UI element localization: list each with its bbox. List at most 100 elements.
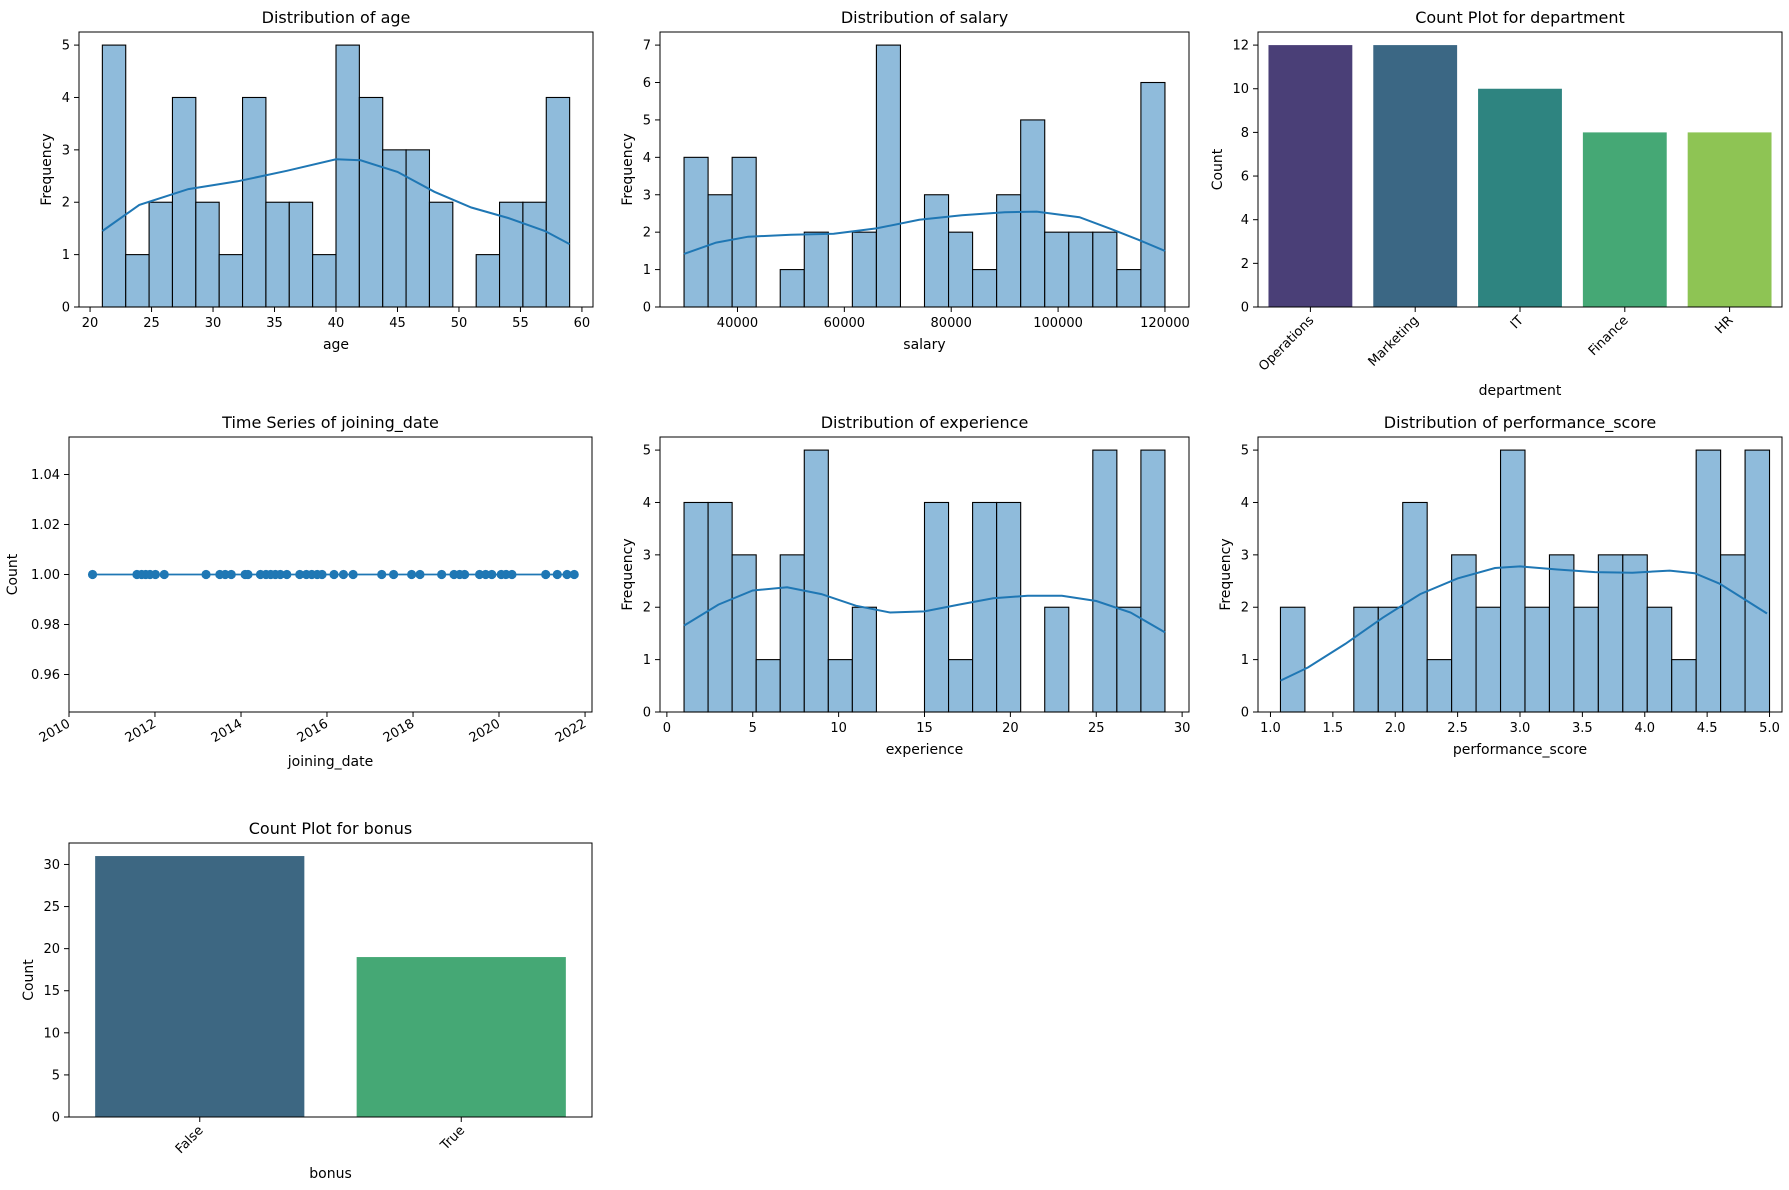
x-tick-label: 25 — [143, 316, 160, 331]
histogram-bars — [683, 449, 1166, 713]
y-tick-label: 1.02 — [31, 518, 60, 533]
y-ticks: 0 5 10 15 20 25 30 — [43, 858, 69, 1126]
x-tick-label: 2020 — [467, 716, 503, 746]
x-tick-label: False — [173, 1123, 207, 1157]
histogram-bar — [101, 44, 127, 308]
y-tick-label: 0 — [52, 1111, 60, 1126]
histogram-bar — [707, 501, 733, 713]
count-bars — [95, 856, 566, 1117]
histogram-bar — [1499, 449, 1526, 713]
chart-title: Count Plot for bonus — [249, 819, 413, 838]
histogram-bar — [382, 149, 407, 308]
plot-frame — [659, 31, 1190, 308]
data-point — [282, 569, 292, 580]
x-tick-label: 60 — [574, 316, 591, 331]
chart-bonus: 0 5 10 15 20 25 30 False True Count Plot for bonu… — [21, 819, 593, 1182]
x-tick-label: 100000 — [1033, 316, 1083, 331]
histogram-bar — [731, 156, 757, 308]
x-tick-label: 10 — [830, 721, 847, 736]
histogram-bar — [1548, 554, 1575, 713]
chart-title: Distribution of salary — [841, 8, 1008, 27]
histogram-bar — [1426, 659, 1453, 713]
y-ticks: 0 2 4 6 8 10 12 — [1232, 39, 1258, 316]
y-ticks: 0 1 2 3 4 5 — [62, 39, 79, 316]
chart-joining_date: 0.96 0.98 1.00 1.02 1.04 2010 2012 2014 2016 2018… — [5, 413, 593, 770]
y-tick-label: 5 — [1241, 444, 1249, 459]
y-axis-label: Frequency — [1218, 538, 1234, 610]
data-point — [201, 569, 211, 580]
y-tick-label: 0 — [1241, 706, 1249, 721]
x-tick-label: 3.0 — [1510, 721, 1531, 736]
y-tick-label: 20 — [43, 942, 60, 957]
y-axis-label: Count — [21, 959, 37, 1001]
y-tick-label: 0 — [62, 301, 70, 316]
y-tick-label: 0.96 — [31, 668, 60, 683]
data-point — [317, 569, 327, 580]
y-tick-label: 25 — [43, 900, 60, 915]
histogram-bar — [923, 194, 950, 308]
x-axis-label: age — [323, 337, 349, 353]
y-tick-label: 10 — [43, 1026, 60, 1041]
y-tick-label: 0 — [643, 706, 651, 721]
chart-title: Distribution of experience — [821, 413, 1029, 432]
y-tick-label: 4 — [1241, 213, 1249, 228]
data-point — [407, 569, 417, 580]
data-point — [437, 569, 447, 580]
histogram-bar — [1597, 554, 1624, 713]
chart-title: Time Series of joining_date — [221, 413, 439, 433]
series-points — [87, 569, 579, 580]
histogram-bar — [1092, 231, 1118, 308]
chart-title: Distribution of age — [262, 8, 411, 27]
histogram-bar — [1451, 554, 1477, 713]
x-tick-label: 0 — [663, 721, 671, 736]
y-tick-label: 15 — [43, 984, 60, 999]
histogram-bar — [171, 96, 197, 308]
data-point — [415, 569, 425, 580]
kde-curve — [101, 158, 571, 245]
histogram-bar — [779, 269, 805, 308]
histogram-bar — [683, 156, 709, 308]
x-axis-label: salary — [903, 337, 945, 353]
x-ticks: 20 25 30 35 40 45 50 55 60 — [82, 307, 590, 331]
y-tick-label: 3 — [643, 188, 651, 203]
y-tick-label: 3 — [1241, 548, 1249, 563]
histogram-bar — [498, 201, 524, 308]
data-point — [507, 569, 517, 580]
bar-it — [1478, 88, 1562, 307]
y-ticks: 0.96 0.98 1.00 1.02 1.04 — [31, 468, 69, 683]
histogram-bar — [1573, 606, 1599, 713]
histogram-bar — [522, 201, 547, 308]
histogram-bar — [1020, 119, 1046, 308]
histogram-bar — [265, 201, 290, 308]
x-tick-label: HR — [1713, 313, 1737, 337]
data-point — [487, 569, 497, 580]
plot-frame — [68, 842, 593, 1118]
histogram-bar — [195, 201, 220, 308]
y-tick-label: 4 — [1241, 496, 1249, 511]
data-point — [562, 569, 572, 580]
y-axis-label: Count — [1210, 148, 1226, 190]
x-tick-label: 4.5 — [1697, 721, 1718, 736]
x-tick-label: 120000 — [1140, 316, 1190, 331]
x-ticks: False True — [173, 1117, 468, 1157]
histogram-bar — [1140, 81, 1166, 308]
data-point — [348, 569, 358, 580]
y-tick-label: 5 — [62, 39, 70, 54]
y-tick-label: 4 — [643, 496, 651, 511]
x-tick-label: 2014 — [209, 716, 245, 746]
x-tick-label: 30 — [1174, 721, 1191, 736]
y-tick-label: 6 — [643, 76, 651, 91]
x-tick-label: 2016 — [295, 716, 331, 746]
histogram-bar — [1140, 449, 1166, 713]
x-tick-label: IT — [1508, 313, 1527, 332]
x-axis-label: bonus — [309, 1166, 352, 1182]
histogram-bar — [312, 254, 337, 308]
kde-curve — [683, 586, 1166, 634]
histogram-bar — [683, 501, 709, 713]
x-tick-label: 1.0 — [1260, 721, 1281, 736]
y-tick-label: 1 — [643, 653, 651, 668]
histogram-bar — [803, 231, 829, 308]
data-point — [377, 569, 387, 580]
x-tick-label: 5 — [749, 721, 757, 736]
x-tick-label: 2.0 — [1385, 721, 1406, 736]
